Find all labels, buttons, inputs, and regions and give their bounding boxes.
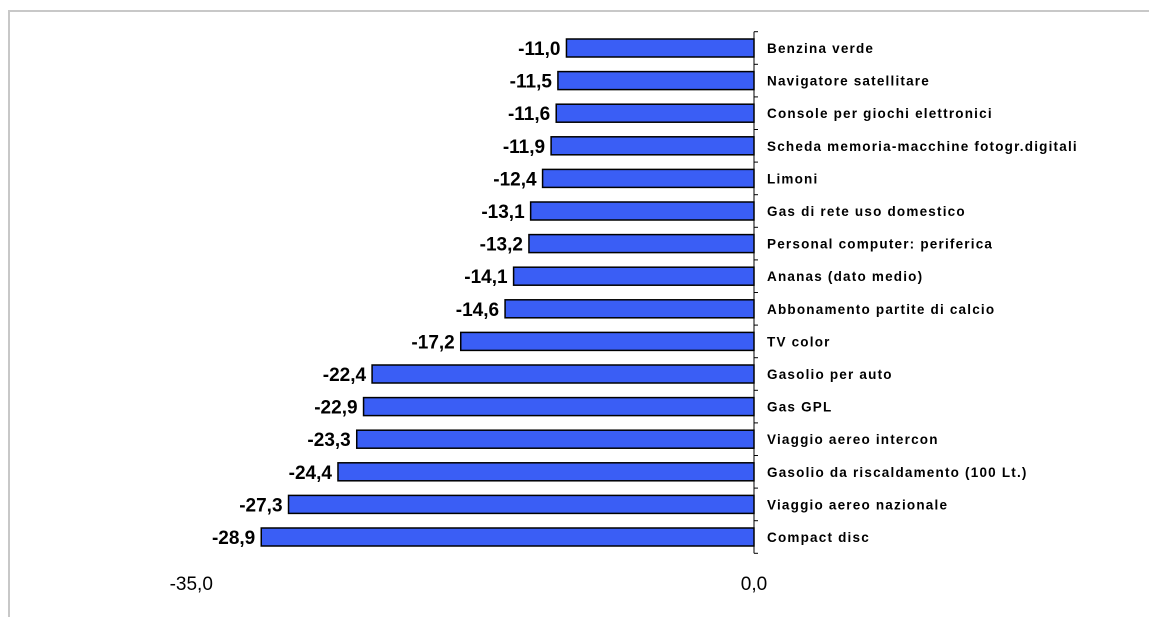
category-label: Ananas (dato medio) [767,269,923,284]
bar [260,527,755,547]
bar [504,299,755,319]
bar [355,429,755,449]
category-label: Gasolio da riscaldamento (100 Lt.) [767,465,1028,480]
bar-value-label: -23,3 [307,430,350,451]
bar [555,103,755,123]
category-label: Personal computer: periferica [767,237,993,252]
bar-value-label: -22,4 [323,365,367,386]
bar-value-label: -22,9 [314,398,357,419]
bar-value-label: -13,1 [481,202,525,223]
category-label: Viaggio aereo nazionale [767,497,948,512]
bar-value-label: -17,2 [411,332,454,353]
x-tick-label-max: 0,0 [741,574,767,595]
bar [362,396,755,417]
bar-value-label: -11,0 [518,39,560,60]
chart-frame [8,10,1149,617]
category-label: Abbonamento partite di calcio [767,302,995,317]
category-label: Console per giochi elettronici [767,106,993,121]
category-label: TV color [767,334,831,349]
bar [550,136,755,156]
bar [287,494,755,515]
bar-value-label: -27,3 [239,495,282,516]
bar-value-label: -13,2 [480,235,523,256]
bar [557,70,755,91]
category-label: Gas di rete uso domestico [767,204,966,219]
value-axis [753,31,758,554]
category-label: Compact disc [767,530,870,545]
bar [337,462,755,482]
category-label: Benzina verde [767,41,874,56]
bar [528,233,755,254]
bar [371,364,755,384]
category-label: Viaggio aereo intercon [767,432,939,447]
bar-value-label: -14,6 [456,300,499,321]
bars-layer: -11,0 Benzina verde -11,5 Navigatore satell… [212,38,1078,549]
bar-value-label: -11,6 [508,104,550,125]
bar-value-label: -24,4 [289,463,333,484]
bar [541,168,755,189]
bar-value-label: -11,5 [510,72,553,93]
axis-ticks-layer: -35,0 0,0 [170,574,768,595]
bar-value-label: -14,1 [464,267,508,288]
category-label: Scheda memoria-macchine fotogr.digitali [767,139,1078,154]
bar [565,38,755,58]
category-label: Gasolio per auto [767,367,893,382]
bar [459,331,755,352]
bar-value-label: -12,4 [493,169,537,190]
category-label: Navigatore satellitare [767,74,930,89]
bar [529,201,755,221]
x-tick-label-min: -35,0 [170,574,213,595]
category-label: Limoni [767,171,818,186]
bar [512,266,755,286]
bar-value-label: -11,9 [503,137,545,158]
bar-value-label: -28,9 [212,528,255,549]
category-label: Gas GPL [767,400,832,415]
